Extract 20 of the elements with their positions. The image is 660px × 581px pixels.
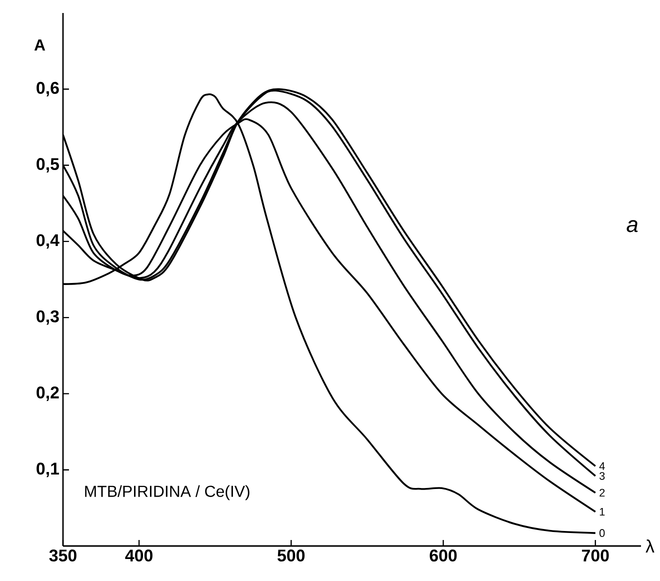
y-tick-label: 0,4 — [36, 234, 60, 249]
series-label: 1 — [600, 508, 605, 516]
annotation: a — [626, 220, 638, 232]
series-label: 2 — [600, 488, 605, 497]
x-tick-label: 700 — [582, 550, 609, 562]
x-tick-label: 600 — [430, 550, 457, 562]
x-tick-label: 350 — [49, 550, 76, 562]
y-tick-label: 0,6 — [36, 82, 59, 96]
y-tick-label: 0,3 — [36, 310, 59, 325]
x-tick-label: 500 — [278, 550, 305, 562]
series-label: 4 — [599, 462, 605, 470]
series-label: 0 — [599, 529, 605, 537]
y-tick-label: 0,5 — [36, 158, 60, 173]
y-tick-label: 0,2 — [36, 386, 59, 401]
y-tick-label: 0,1 — [36, 462, 60, 478]
series-label: 3 — [599, 472, 605, 480]
y-axis-title: A — [34, 39, 46, 50]
x-axis-title: λ — [646, 539, 654, 552]
annotation: MTB/PIRIDINA / Ce(IV) — [85, 485, 250, 500]
x-tick-label: 400 — [125, 550, 152, 562]
